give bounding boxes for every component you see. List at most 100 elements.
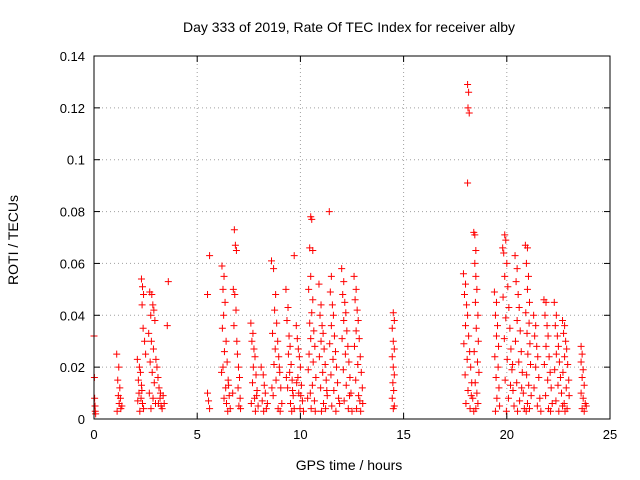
data-point (322, 405, 330, 413)
data-point (491, 353, 499, 361)
data-point (304, 366, 312, 374)
data-point (322, 376, 330, 384)
data-point (219, 363, 227, 371)
data-point (390, 386, 398, 394)
data-point (224, 407, 232, 415)
data-point (331, 348, 339, 356)
data-point (218, 324, 226, 332)
data-point (563, 345, 571, 353)
data-point (271, 306, 279, 314)
data-point (145, 329, 153, 337)
data-point (544, 332, 552, 340)
data-point (523, 399, 531, 407)
data-point (553, 332, 561, 340)
data-point (247, 319, 255, 327)
data-point (475, 368, 483, 376)
data-point (220, 394, 228, 402)
data-point (353, 405, 361, 413)
data-point (118, 402, 126, 410)
data-point (277, 384, 285, 392)
data-point (491, 407, 499, 415)
data-point (299, 407, 307, 415)
data-point (514, 291, 522, 299)
data-point (220, 272, 228, 280)
data-point (326, 340, 334, 348)
data-point (543, 322, 551, 330)
data-point (306, 389, 314, 397)
data-point (356, 397, 364, 405)
data-point (305, 350, 313, 358)
data-point (348, 407, 356, 415)
data-point (578, 350, 586, 358)
data-point (321, 361, 329, 369)
x-tick-label: 0 (90, 427, 97, 442)
data-point (138, 301, 146, 309)
data-point (295, 353, 303, 361)
data-point (525, 319, 533, 327)
data-point (223, 358, 231, 366)
data-point (505, 304, 513, 312)
data-point (271, 345, 279, 353)
data-point (249, 329, 257, 337)
data-point (317, 384, 325, 392)
data-point (552, 350, 560, 358)
data-point (258, 397, 266, 405)
data-point (325, 208, 333, 216)
y-tick-label: 0.04 (60, 308, 85, 323)
data-point (319, 329, 327, 337)
data-point (288, 376, 296, 384)
data-point (340, 278, 348, 286)
data-point (275, 363, 283, 371)
data-point (357, 368, 365, 376)
data-point (491, 311, 499, 319)
data-point (494, 322, 502, 330)
data-point (506, 324, 514, 332)
x-tick-label: 20 (500, 427, 514, 442)
data-point (344, 405, 352, 413)
data-point (272, 291, 280, 299)
data-point (263, 399, 271, 407)
data-point (564, 361, 572, 369)
data-point (530, 311, 538, 319)
data-point (231, 241, 239, 249)
data-point (251, 407, 259, 415)
chart-title: Day 333 of 2019, Rate Of TEC Index for r… (183, 19, 515, 35)
data-point (297, 392, 305, 400)
data-point (317, 337, 325, 345)
data-point (342, 381, 350, 389)
data-point (579, 366, 587, 374)
data-point (554, 342, 562, 350)
data-point (560, 329, 568, 337)
data-point (464, 311, 472, 319)
data-point (284, 304, 292, 312)
data-point (136, 368, 144, 376)
data-point (259, 371, 267, 379)
data-point (344, 342, 352, 350)
data-point (511, 252, 519, 260)
data-point (499, 244, 507, 252)
data-point (345, 358, 353, 366)
data-point (134, 397, 142, 405)
data-point (517, 348, 525, 356)
data-point (333, 363, 341, 371)
data-point (145, 389, 153, 397)
data-point (532, 363, 540, 371)
data-point (340, 316, 348, 324)
data-point (278, 399, 286, 407)
data-point (327, 322, 335, 330)
data-point (537, 407, 545, 415)
data-point (526, 340, 534, 348)
data-point (579, 394, 587, 402)
data-point (509, 386, 517, 394)
data-point (152, 355, 160, 363)
data-point (516, 327, 524, 335)
data-point (352, 327, 360, 335)
data-point (577, 358, 585, 366)
data-point (316, 311, 324, 319)
data-point (236, 374, 244, 382)
data-point (582, 402, 590, 410)
data-point (464, 104, 472, 112)
data-point (356, 353, 364, 361)
data-point (269, 392, 277, 400)
